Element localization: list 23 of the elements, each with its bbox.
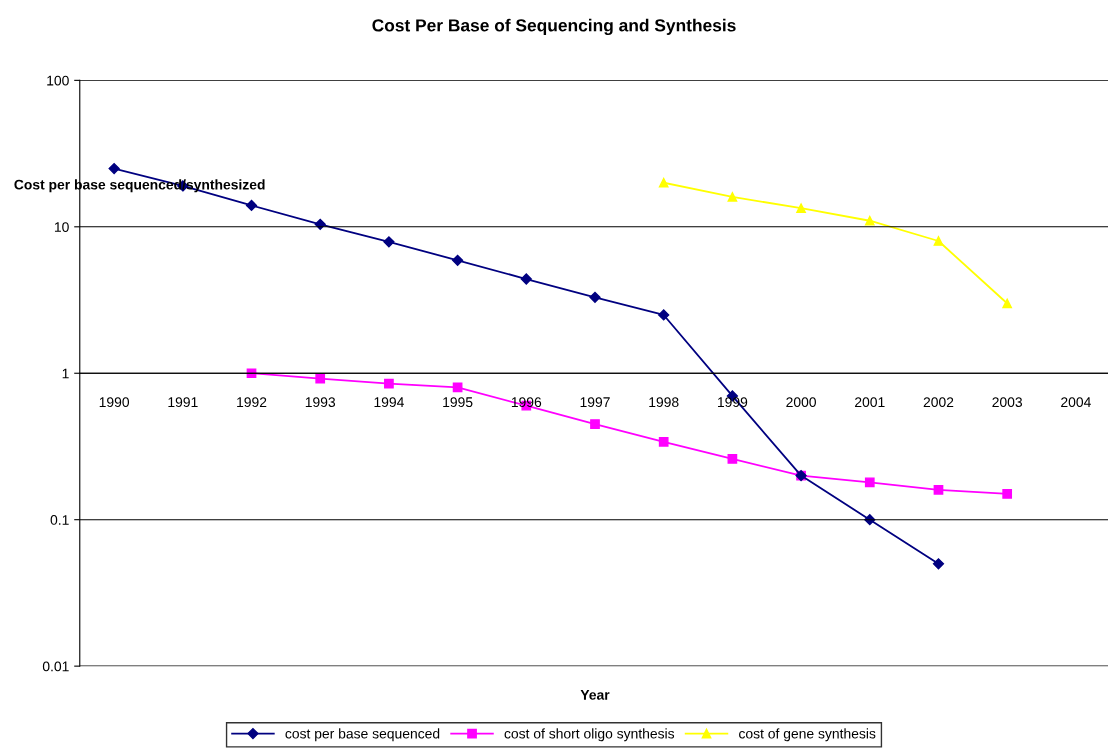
y-tick-label: 0.01 [42,661,69,672]
y-tick-label: 10 [54,222,69,232]
x-tick-label: 1992 [237,397,267,408]
y-tick-label: 100 [47,75,69,86]
chart-title: Cost Per Base of Sequencing and Synthesis [372,18,736,36]
y-tick-label: 0.1 [50,515,69,525]
x-tick-label: 2001 [855,397,885,408]
x-tick-label: 1994 [374,397,404,408]
legend-label: cost of gene synthesis [739,728,876,742]
x-tick-label: 2002 [923,397,954,408]
x-tick-label: 2000 [786,397,816,408]
x-tick-label: 1998 [649,397,679,408]
x-tick-label: 1990 [99,397,130,408]
legend-label: cost of short oligo synthesis [504,728,675,742]
x-tick-label: 1991 [168,397,198,408]
x-tick-label: 1997 [580,397,610,408]
x-tick-label: 1995 [443,397,473,408]
x-tick-label: 2004 [1061,397,1091,408]
y-tick-label: 1 [62,368,69,379]
legend-label: cost per base sequenced [285,728,440,742]
x-tick-label: 1993 [305,397,336,408]
x-axis-title: Year [580,690,610,700]
x-tick-label: 2003 [992,397,1023,408]
